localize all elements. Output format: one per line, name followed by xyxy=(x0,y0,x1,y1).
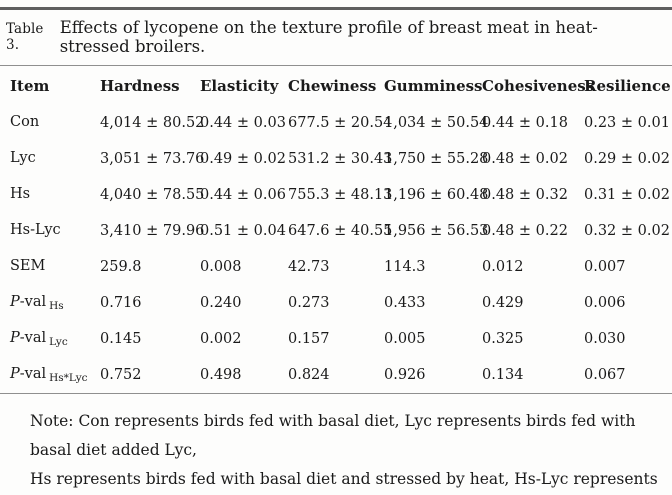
table-cell: 0.429 xyxy=(482,295,524,311)
table-cell: 3,410 ± 79.96 xyxy=(100,223,205,239)
table-cell: 0.49 ± 0.02 xyxy=(200,151,286,167)
table-cell: 0.31 ± 0.02 xyxy=(584,187,670,203)
column-header-item: Item xyxy=(10,76,50,95)
table-cell: 0.48 ± 0.22 xyxy=(482,223,568,239)
table-caption: Table 3. Effects of lycopene on the text… xyxy=(0,10,672,65)
table-cell: 0.433 xyxy=(384,295,426,311)
table-cell: 1,750 ± 55.28 xyxy=(384,151,489,167)
column-header-cohesiveness: Cohesiveness xyxy=(482,76,595,95)
table-cell: 0.157 xyxy=(288,331,330,347)
table-cell: 0.824 xyxy=(288,367,330,383)
table-cell: 0.44 ± 0.18 xyxy=(482,115,568,131)
note-line: Hs represents birds fed with basal diet … xyxy=(30,470,658,488)
table-cell: 0.007 xyxy=(584,259,626,275)
row-label-con: Con xyxy=(10,113,40,130)
top-rule xyxy=(0,7,672,10)
table-cell: 0.067 xyxy=(584,367,626,383)
table-cell: 0.44 ± 0.03 xyxy=(200,115,286,131)
table-cell: 0.51 ± 0.04 xyxy=(200,223,286,239)
table-number: Table 3. xyxy=(6,21,44,53)
column-header-elasticity: Elasticity xyxy=(200,76,279,95)
table-cell: 4,040 ± 78.55 xyxy=(100,187,205,203)
table-cell: 0.145 xyxy=(100,331,142,347)
texture-profile-table: Item Hardness Elasticity Chewiness Gummi… xyxy=(6,66,672,393)
table-cell: 0.273 xyxy=(288,295,330,311)
table-cell: 677.5 ± 20.54 xyxy=(288,115,393,131)
table-cell: 259.8 xyxy=(100,259,142,275)
row-label-pval-hs: P-val Hs xyxy=(10,293,64,313)
table-cell: 0.012 xyxy=(482,259,524,275)
table-note: Note: Con represents birds fed with basa… xyxy=(0,394,672,495)
header-row: Item Hardness Elasticity Chewiness Gummi… xyxy=(6,66,672,105)
table-cell: 0.926 xyxy=(384,367,426,383)
table-cell: 0.48 ± 0.32 xyxy=(482,187,568,203)
table-cell: 114.3 xyxy=(384,259,426,275)
table-cell: 0.134 xyxy=(482,367,524,383)
column-header-gumminess: Gumminess xyxy=(384,76,483,95)
table-cell: 42.73 xyxy=(288,259,330,275)
table-cell: 0.44 ± 0.06 xyxy=(200,187,286,203)
table-cell: 0.29 ± 0.02 xyxy=(584,151,670,167)
table-bottom-rule xyxy=(0,393,672,394)
table-title: Effects of lycopene on the texture profi… xyxy=(59,18,598,56)
table-row-pval-hs-lyc: P-val Hs*Lyc 0.752 0.498 0.824 0.926 0.13… xyxy=(6,357,672,393)
table-cell: 0.498 xyxy=(200,367,242,383)
table-row-hs: Hs 4,040 ± 78.55 0.44 ± 0.06 755.3 ± 48.… xyxy=(6,177,672,213)
row-label-sem: SEM xyxy=(10,257,46,274)
column-header-hardness: Hardness xyxy=(100,76,180,95)
row-label-pval-hs-lyc: P-val Hs*Lyc xyxy=(10,365,88,385)
table-row-sem: SEM 259.8 0.008 42.73 114.3 0.012 0.007 xyxy=(6,249,672,285)
table-cell: 647.6 ± 40.55 xyxy=(288,223,393,239)
table-cell: 0.008 xyxy=(200,259,242,275)
column-header-chewiness: Chewiness xyxy=(288,76,377,95)
table-cell: 0.23 ± 0.01 xyxy=(584,115,670,131)
table-row-con: Con 4,014 ± 80.52 0.44 ± 0.03 677.5 ± 20… xyxy=(6,105,672,141)
table-cell: 0.002 xyxy=(200,331,242,347)
row-label-hs: Hs xyxy=(10,185,31,202)
table-row-hs-lyc: Hs-Lyc 3,410 ± 79.96 0.51 ± 0.04 647.6 ±… xyxy=(6,213,672,249)
table-row-pval-hs: P-val Hs 0.716 0.240 0.273 0.433 0.429 0.… xyxy=(6,285,672,321)
table-cell: 0.006 xyxy=(584,295,626,311)
table-cell: 0.325 xyxy=(482,331,524,347)
row-label-hs-lyc: Hs-Lyc xyxy=(10,221,61,238)
table-row-lyc: Lyc 3,051 ± 73.76 0.49 ± 0.02 531.2 ± 30… xyxy=(6,141,672,177)
table-cell: 0.240 xyxy=(200,295,242,311)
table-cell: 0.005 xyxy=(384,331,426,347)
table-cell: 1,196 ± 60.48 xyxy=(384,187,489,203)
note-line: Note: Con represents birds fed with basa… xyxy=(30,412,636,459)
table-cell: 755.3 ± 48.13 xyxy=(288,187,393,203)
table-cell: 1,034 ± 50.54 xyxy=(384,115,489,131)
table-cell: 0.48 ± 0.02 xyxy=(482,151,568,167)
table-row-pval-lyc: P-val Lyc 0.145 0.002 0.157 0.005 0.325 0… xyxy=(6,321,672,357)
caption-divider-rule xyxy=(0,65,672,66)
table-cell: 0.32 ± 0.02 xyxy=(584,223,670,239)
table-cell: 0.030 xyxy=(584,331,626,347)
column-header-resilience: Resilience xyxy=(584,76,671,95)
table-cell: 0.716 xyxy=(100,295,142,311)
row-label-lyc: Lyc xyxy=(10,149,36,166)
row-label-pval-lyc: P-val Lyc xyxy=(10,329,68,349)
table-cell: 531.2 ± 30.43 xyxy=(288,151,393,167)
table-cell: 0.752 xyxy=(100,367,142,383)
table-cell: 1,956 ± 56.53 xyxy=(384,223,489,239)
table-cell: 4,014 ± 80.52 xyxy=(100,115,205,131)
table-cell: 3,051 ± 73.76 xyxy=(100,151,205,167)
